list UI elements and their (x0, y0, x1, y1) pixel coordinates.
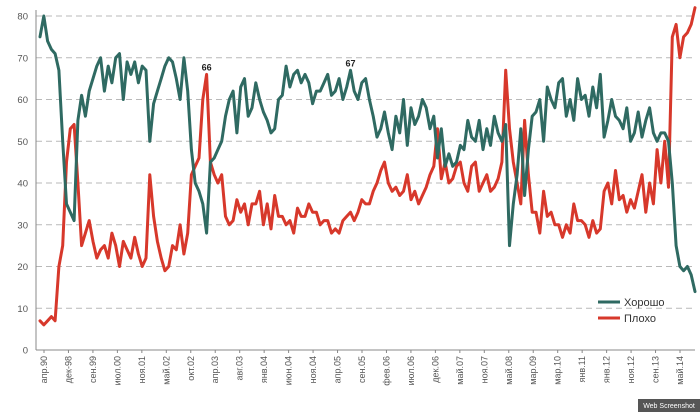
y-tick-label: 40 (17, 179, 28, 190)
credit-text: Web Screenshot (643, 403, 695, 410)
x-tick-label: янв.11 (577, 356, 587, 382)
series-line-bad (38, 6, 697, 327)
annotations: 66 67 (202, 58, 356, 72)
x-tick-label: апр.03 (210, 356, 220, 383)
y-tick-label: 60 (17, 95, 28, 106)
legend-label-good: Хорошо (624, 297, 665, 309)
x-tick-label: мар.10 (553, 356, 563, 385)
series-line-good (38, 14, 697, 294)
y-tick-label: 0 (23, 346, 28, 357)
credit-badge: Web Screenshot (638, 399, 700, 412)
x-tick-label: окт.02 (186, 356, 196, 381)
x-tick-label: ноя.12 (626, 356, 636, 383)
legend-label-bad: Плохо (624, 313, 656, 325)
legend: Хорошо Плохо (598, 297, 665, 325)
x-tick-label: май.14 (675, 356, 685, 385)
x-tick-label: сен.13 (651, 356, 661, 383)
x-tick-label: ноя.07 (479, 356, 489, 383)
x-tick-label: ноя.04 (308, 356, 318, 383)
series-lines (38, 6, 697, 327)
x-tick-label: май.02 (161, 356, 171, 385)
x-tick-label: дек-98 (63, 356, 73, 383)
y-tick-label: 20 (17, 262, 28, 273)
x-tick-label: сен.99 (88, 356, 98, 383)
x-tick-label: янв.04 (259, 356, 269, 383)
gridlines (36, 15, 695, 309)
x-tick-label: ноя.01 (137, 356, 147, 383)
x-tick-label: июл.06 (406, 356, 416, 385)
x-tick-label: авг.03 (235, 356, 245, 380)
y-tick-label: 30 (17, 220, 28, 231)
y-axis: 0 10 20 30 40 50 60 70 80 (17, 10, 37, 357)
x-tick-label: мар.09 (528, 356, 538, 385)
x-tick-label: фев.06 (381, 356, 391, 386)
x-tick-label: янв.12 (602, 356, 612, 383)
x-tick-label: сен.05 (357, 356, 367, 383)
x-tick-label: май.08 (504, 356, 514, 385)
x-axis: апр.90 дек-98 сен.99 июл.00 ноя.01 май.02 окт.… (36, 349, 695, 386)
y-tick-label: 70 (17, 53, 28, 64)
x-tick-label: май.07 (455, 356, 465, 385)
x-tick-label: апр.90 (39, 356, 49, 383)
x-tick-label: июн.04 (284, 356, 294, 385)
x-tick-label: апр.05 (333, 356, 343, 383)
y-tick-label: 80 (17, 12, 28, 23)
peak-annotation: 67 (345, 58, 355, 68)
x-tick-label: дек.06 (430, 356, 440, 383)
peak-annotation: 66 (202, 62, 212, 72)
x-tick-label: июл.00 (112, 356, 122, 385)
y-tick-label: 50 (17, 137, 28, 148)
y-tick-label: 10 (17, 304, 28, 315)
